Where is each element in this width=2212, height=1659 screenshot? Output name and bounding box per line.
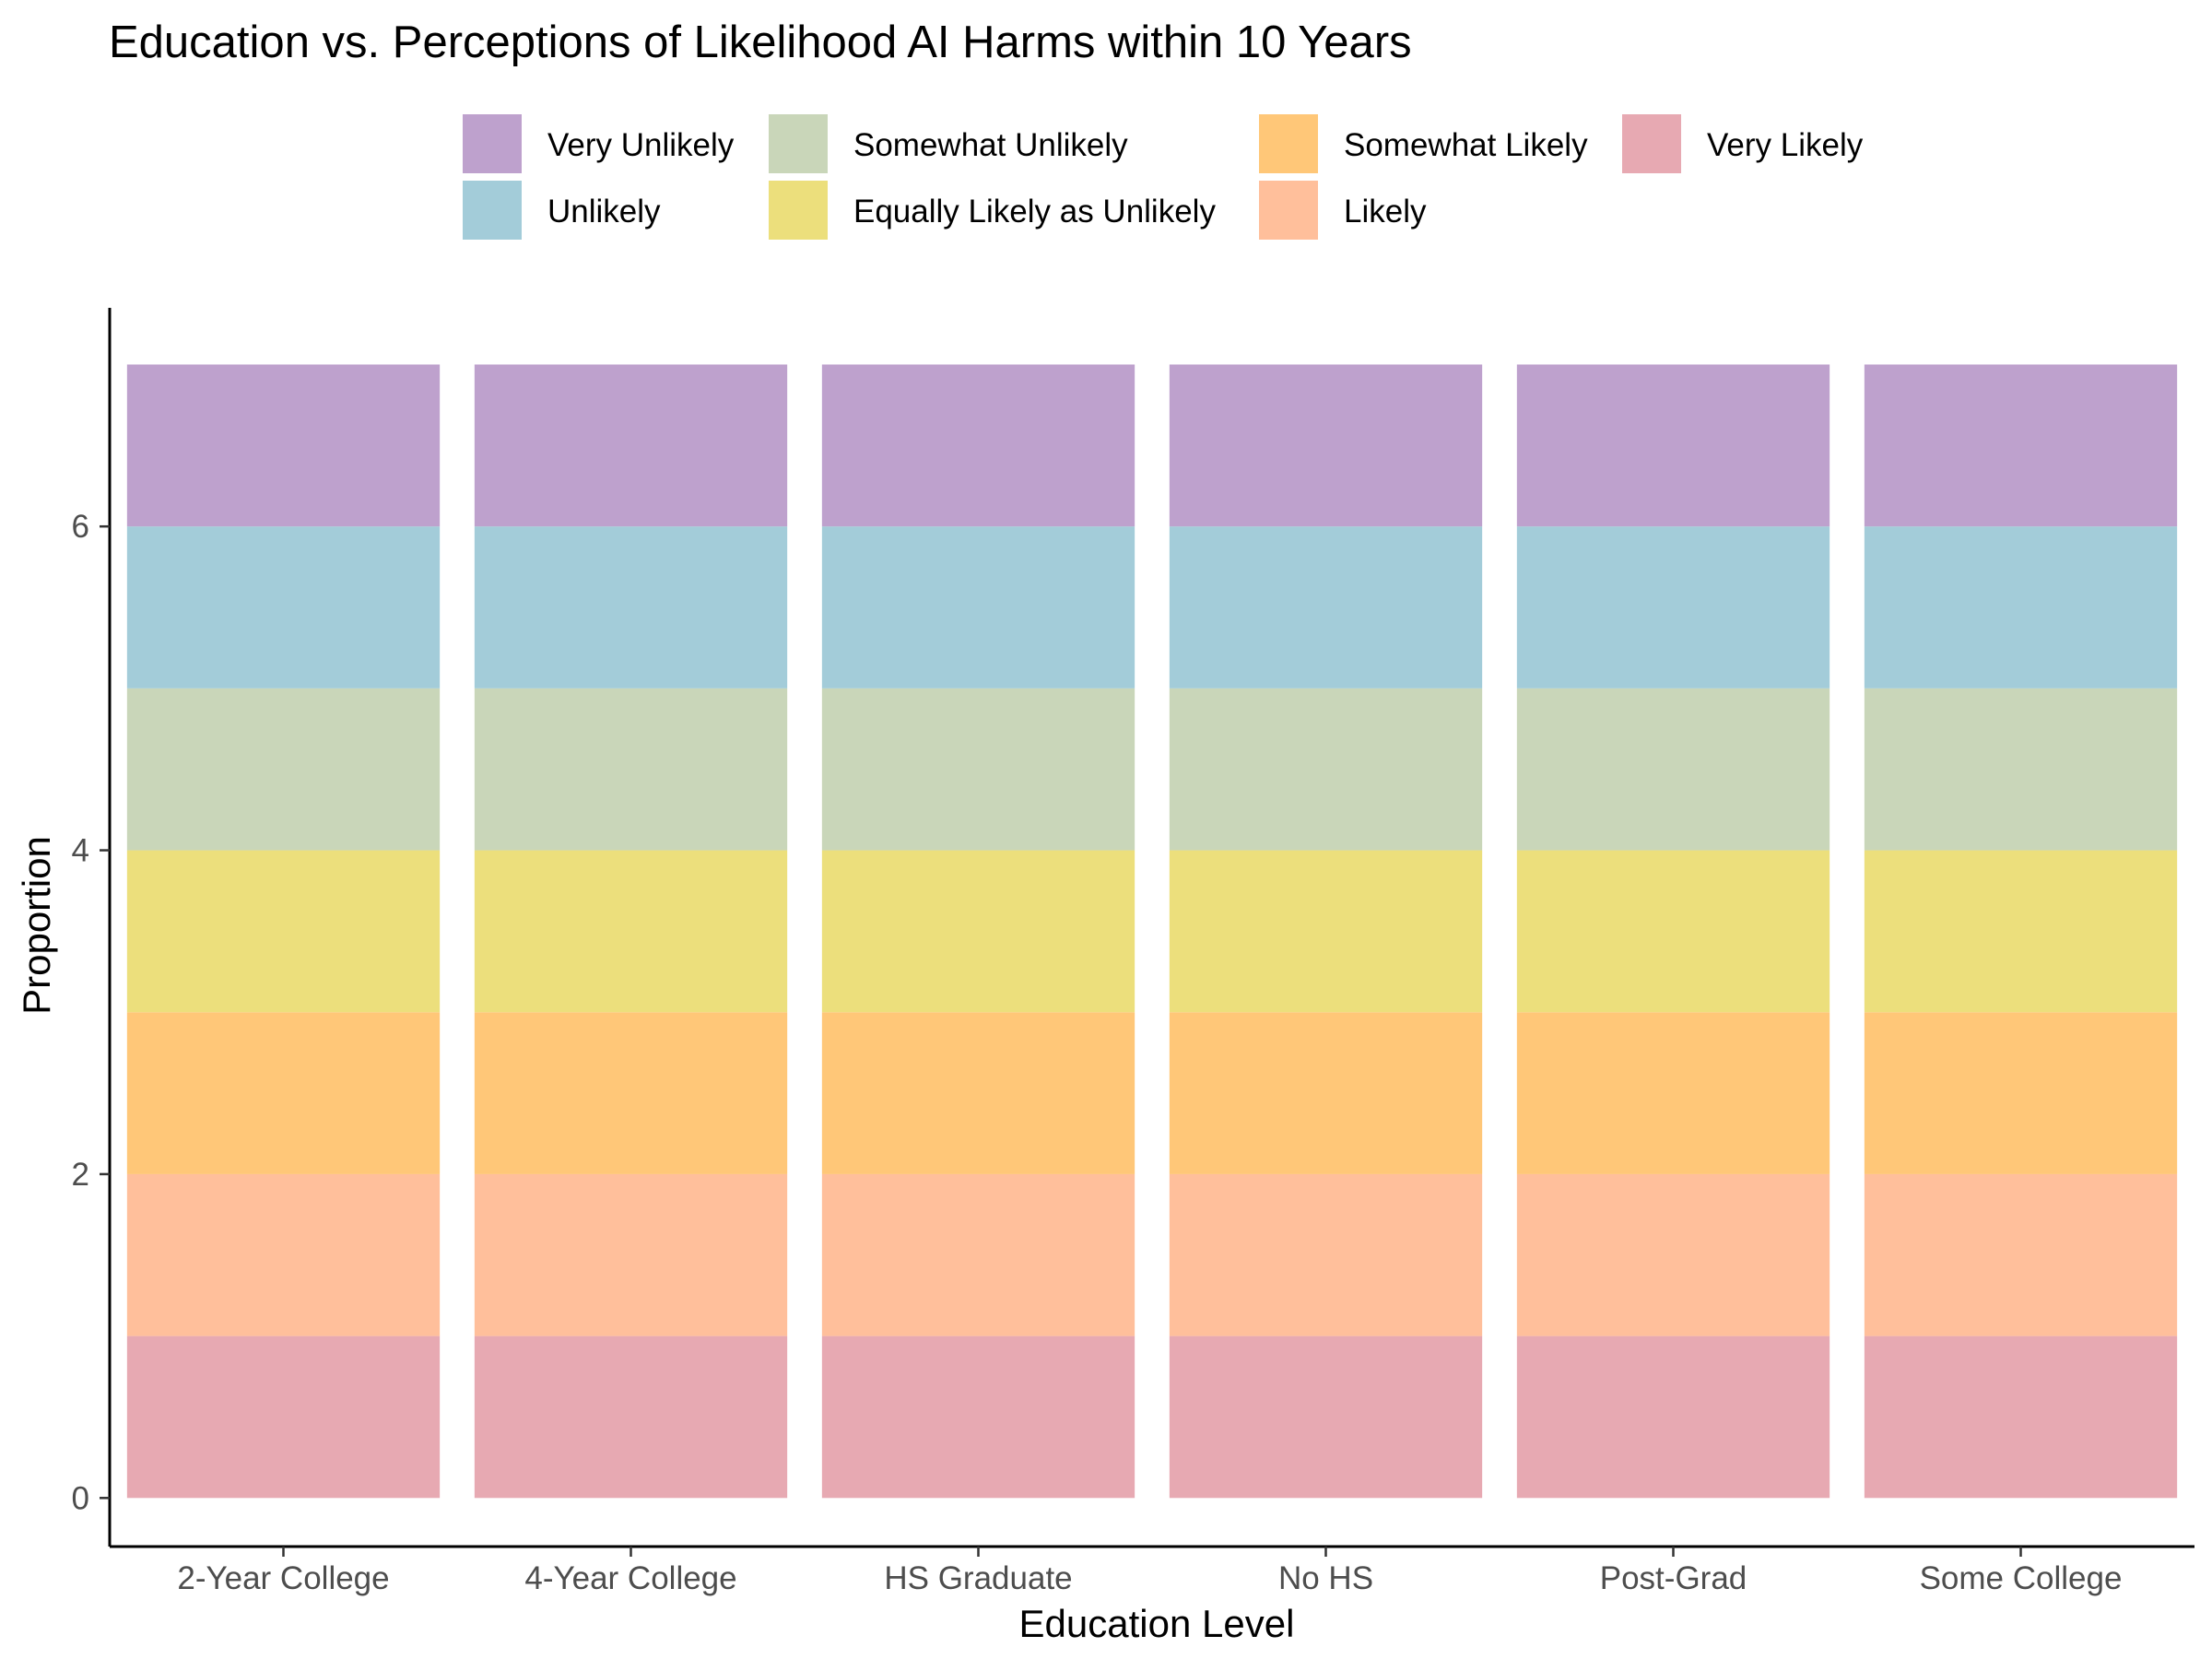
bar-4-year-college-somewhat-likely [474,1012,788,1174]
bar-some-college-very-unlikely [1864,364,2178,527]
plot-area: 0 2 4 6 2-Year College 4-Year College HS Gradu… [72,308,2194,1596]
x-tick-label: Post-Grad [1600,1560,1747,1596]
legend-label: Likely [1344,194,1427,229]
legend-item-unlikely: Unlikely [463,181,661,240]
y-tick-label: 2 [72,1157,89,1193]
bar-some-college-somewhat-unlikely [1864,688,2178,851]
y-tick-label: 0 [72,1480,89,1516]
legend-item-very-likely: Very Likely [1622,114,1864,173]
bar-some-college-likely [1864,1173,2178,1336]
bar-hs-graduate-equally-likely-as-unlikely [821,850,1135,1013]
legend-label: Somewhat Unlikely [853,127,1128,163]
legend-label: Very Likely [1707,127,1864,163]
bar-post-grad-equally-likely-as-unlikely [1516,850,1830,1013]
bar-2-year-college-equally-likely-as-unlikely [126,850,441,1013]
bar-2-year-college-likely [126,1173,441,1336]
bar-2-year-college-very-likely [126,1335,441,1499]
bar-post-grad-unlikely [1516,526,1830,688]
bar-post-grad-somewhat-likely [1516,1012,1830,1174]
legend-swatch [769,181,828,240]
bar-hs-graduate-very-unlikely [821,364,1135,527]
bar-4-year-college-somewhat-unlikely [474,688,788,851]
bar-some-college-equally-likely-as-unlikely [1864,850,2178,1013]
bar-some-college-somewhat-likely [1864,1012,2178,1174]
bar-no-hs-unlikely [1169,526,1483,688]
legend-label: Somewhat Likely [1344,127,1588,163]
bar-no-hs-very-likely [1169,1335,1483,1499]
bar-hs-graduate-unlikely [821,526,1135,688]
x-tick-label: HS Graduate [884,1560,1072,1596]
bar-4-year-college-very-likely [474,1335,788,1499]
legend-item-somewhat-likely: Somewhat Likely [1259,114,1588,173]
bars [126,364,2178,1499]
bar-some-college-very-likely [1864,1335,2178,1499]
legend-item-equally-likely-as-unlikely: Equally Likely as Unlikely [769,181,1216,240]
bar-4-year-college-unlikely [474,526,788,688]
x-tick-label: Some College [1920,1560,2123,1596]
bar-4-year-college-equally-likely-as-unlikely [474,850,788,1013]
legend-item-very-unlikely: Very Unlikely [463,114,735,173]
bar-post-grad-somewhat-unlikely [1516,688,1830,851]
x-tick-label: 4-Year College [524,1560,736,1596]
axes: 0 2 4 6 2-Year College 4-Year College HS Gradu… [72,308,2194,1596]
bar-hs-graduate-very-likely [821,1335,1135,1499]
bar-hs-graduate-somewhat-likely [821,1012,1135,1174]
bar-no-hs-very-unlikely [1169,364,1483,527]
legend-swatch [769,114,828,173]
y-tick-label: 6 [72,509,89,545]
bar-no-hs-likely [1169,1173,1483,1336]
bar-some-college-unlikely [1864,526,2178,688]
legend-swatch [1259,181,1318,240]
y-tick-label: 4 [72,833,89,869]
x-tick-label: 2-Year College [177,1560,389,1596]
legend-item-somewhat-unlikely: Somewhat Unlikely [769,114,1128,173]
bar-2-year-college-unlikely [126,526,441,688]
bar-no-hs-somewhat-unlikely [1169,688,1483,851]
legend-item-likely: Likely [1259,181,1427,240]
legend-label: Very Unlikely [547,127,735,163]
legend: Very Unlikely Unlikely Somewhat Unlikely Eq… [463,114,1864,240]
bar-post-grad-likely [1516,1173,1830,1336]
bar-2-year-college-somewhat-unlikely [126,688,441,851]
legend-swatch [463,181,522,240]
bar-2-year-college-somewhat-likely [126,1012,441,1174]
y-axis-title: Proportion [15,836,58,1015]
legend-swatch [1622,114,1681,173]
bar-no-hs-equally-likely-as-unlikely [1169,850,1483,1013]
legend-label: Unlikely [547,194,661,229]
legend-label: Equally Likely as Unlikely [853,194,1216,229]
bar-post-grad-very-likely [1516,1335,1830,1499]
bar-hs-graduate-likely [821,1173,1135,1336]
bar-no-hs-somewhat-likely [1169,1012,1483,1174]
bar-4-year-college-likely [474,1173,788,1336]
x-tick-label: No HS [1278,1560,1373,1596]
bar-hs-graduate-somewhat-unlikely [821,688,1135,851]
x-axis-title: Education Level [1019,1602,1295,1645]
legend-swatch [463,114,522,173]
legend-swatch [1259,114,1318,173]
bar-post-grad-very-unlikely [1516,364,1830,527]
bar-2-year-college-very-unlikely [126,364,441,527]
bar-4-year-college-very-unlikely [474,364,788,527]
chart-title: Education vs. Perceptions of Likelihood … [109,18,1412,67]
